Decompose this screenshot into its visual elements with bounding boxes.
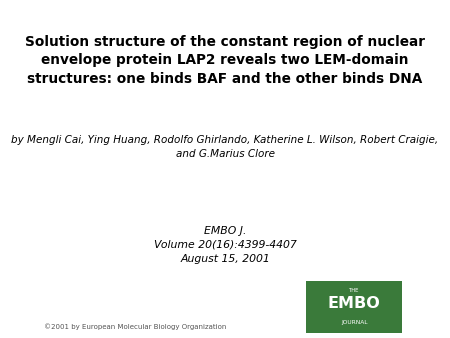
- FancyBboxPatch shape: [306, 281, 402, 333]
- Text: JOURNAL: JOURNAL: [341, 320, 367, 325]
- Text: ©2001 by European Molecular Biology Organization: ©2001 by European Molecular Biology Orga…: [44, 323, 227, 330]
- Text: THE: THE: [349, 288, 359, 293]
- Text: Solution structure of the constant region of nuclear
envelope protein LAP2 revea: Solution structure of the constant regio…: [25, 35, 425, 86]
- Text: EMBO: EMBO: [328, 296, 380, 311]
- Text: EMBO J.
Volume 20(16):4399-4407
August 15, 2001: EMBO J. Volume 20(16):4399-4407 August 1…: [153, 226, 297, 264]
- Text: by Mengli Cai, Ying Huang, Rodolfo Ghirlando, Katherine L. Wilson, Robert Craigi: by Mengli Cai, Ying Huang, Rodolfo Ghirl…: [11, 136, 439, 159]
